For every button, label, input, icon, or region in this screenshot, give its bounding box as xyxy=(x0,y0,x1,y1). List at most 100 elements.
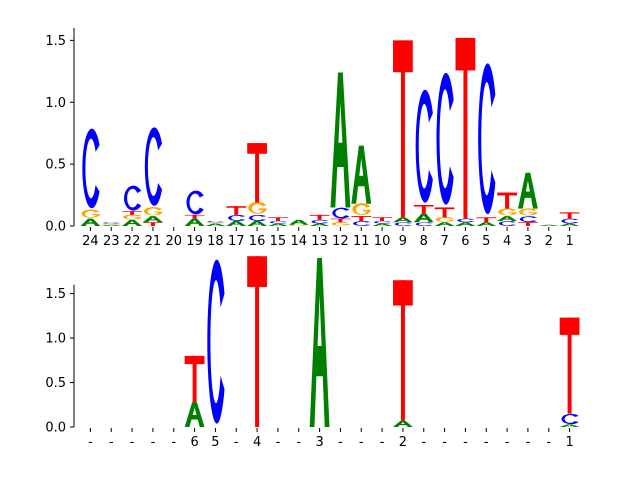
logo-letter-c xyxy=(457,218,475,223)
x-tick-label: 11 xyxy=(353,234,370,249)
logo-letter-t xyxy=(184,214,205,219)
x-tick-label: - xyxy=(526,435,531,450)
logo-letter-c xyxy=(186,190,204,215)
y-tick-label: 0.5 xyxy=(45,158,66,173)
logo-letter-g xyxy=(331,222,350,226)
x-tick-label: 10 xyxy=(374,234,391,249)
x-tick-label: 13 xyxy=(311,234,328,249)
x-tick-label: 2 xyxy=(399,435,407,450)
logo-letter-g xyxy=(352,203,371,216)
x-tick-label: 6 xyxy=(461,234,469,249)
x-tick-label: 8 xyxy=(420,234,428,249)
logo-letter-t xyxy=(559,317,580,414)
logo-letter-a xyxy=(288,219,309,225)
logo-letter-c xyxy=(436,72,454,205)
bottom-logo-panel: 0.00.51.01.5- - - - -6 5-4- -3- - -2- - - - - - -1 xyxy=(45,256,580,450)
logo-letter-a xyxy=(518,172,538,209)
logo-letter-a xyxy=(372,223,392,226)
x-tick-label: - xyxy=(171,435,176,450)
x-tick-label: 17 xyxy=(228,234,245,249)
x-tick-label: - xyxy=(505,435,510,450)
logo-letter-t xyxy=(309,214,330,220)
logo-letter-c xyxy=(332,207,350,219)
x-tick-label: 18 xyxy=(207,234,224,249)
x-tick-label: 5 xyxy=(482,234,490,249)
logo-letter-g xyxy=(81,209,100,218)
logo-letter-t xyxy=(143,222,163,226)
x-tick-label: 23 xyxy=(103,234,120,249)
logo-letter-c xyxy=(207,221,225,223)
x-tick-label: - xyxy=(338,435,343,450)
logo-letter-a xyxy=(184,402,205,427)
logo-letter-t xyxy=(184,355,205,403)
logo-letter-t xyxy=(393,280,413,421)
logo-letter-t xyxy=(372,217,392,222)
x-tick-label: 20 xyxy=(165,234,182,249)
x-tick-label: 15 xyxy=(270,234,287,249)
logo-letter-a xyxy=(497,216,517,222)
y-tick-label: 1.0 xyxy=(45,96,66,111)
logo-letter-a xyxy=(205,223,226,226)
logo-letter-t xyxy=(247,143,267,203)
x-tick-label: - xyxy=(276,435,281,450)
x-tick-label: - xyxy=(546,435,551,450)
logo-letter-a xyxy=(434,222,455,226)
logo-letter-t xyxy=(413,204,434,214)
y-tick-label: 0.5 xyxy=(45,376,66,391)
logo-letter-a xyxy=(122,219,142,226)
logo-letter-t xyxy=(226,206,247,215)
x-tick-label: 3 xyxy=(524,234,532,249)
logo-letter-a xyxy=(351,145,372,204)
logo-letter-t xyxy=(351,216,372,222)
logo-letter-c xyxy=(144,127,163,206)
logo-letter-c xyxy=(415,222,433,226)
logo-letter-t xyxy=(247,256,267,427)
logo-letter-t xyxy=(268,217,288,222)
logo-letter-g xyxy=(435,217,455,222)
logo-letter-c xyxy=(478,63,496,215)
logo-letter-g xyxy=(289,224,309,226)
x-tick-label: 12 xyxy=(332,234,349,249)
logo-letter-a xyxy=(476,222,497,226)
logo-letter-a xyxy=(143,216,163,223)
logo-letter-a xyxy=(393,420,413,427)
y-tick-label: 0.0 xyxy=(45,421,66,436)
logo-letter-a xyxy=(101,224,122,226)
x-tick-label: 19 xyxy=(186,234,203,249)
logo-letter-g xyxy=(519,208,538,216)
x-tick-label: 4 xyxy=(253,435,261,450)
logo-letter-a xyxy=(309,223,330,226)
logo-letter-a xyxy=(184,218,205,226)
logo-letter-g xyxy=(248,201,267,214)
logo-letter-t xyxy=(476,217,497,223)
logo-letter-c xyxy=(269,221,288,224)
x-tick-label: 7 xyxy=(440,234,448,249)
logo-letter-c xyxy=(103,222,121,224)
x-tick-label: - xyxy=(88,435,93,450)
logo-letter-a xyxy=(413,213,434,223)
y-tick-label: 1.0 xyxy=(45,332,66,347)
x-tick-label: - xyxy=(296,435,301,450)
logo-letter-t xyxy=(330,218,351,223)
logo-letter-t xyxy=(518,222,538,226)
logo-letter-a xyxy=(226,221,247,226)
logo-letter-a xyxy=(268,223,288,226)
x-tick-label: 14 xyxy=(290,234,307,249)
x-tick-label: 9 xyxy=(399,234,407,249)
logo-letter-a xyxy=(393,217,413,223)
logo-letter-c xyxy=(228,214,246,221)
logo-letter-c xyxy=(248,214,267,221)
x-tick-label: - xyxy=(234,435,239,450)
logo-letter-c xyxy=(498,221,517,226)
x-tick-label: 1 xyxy=(565,435,573,450)
y-tick-label: 1.5 xyxy=(45,287,66,302)
x-tick-label: - xyxy=(109,435,114,450)
x-tick-label: 4 xyxy=(503,234,511,249)
x-tick-label: - xyxy=(130,435,135,450)
logo-letter-a xyxy=(559,223,580,226)
logo-letter-a xyxy=(309,258,330,427)
y-tick-label: 0.0 xyxy=(45,220,66,235)
x-tick-label: 2 xyxy=(545,234,553,249)
logo-letter-c xyxy=(561,218,579,224)
